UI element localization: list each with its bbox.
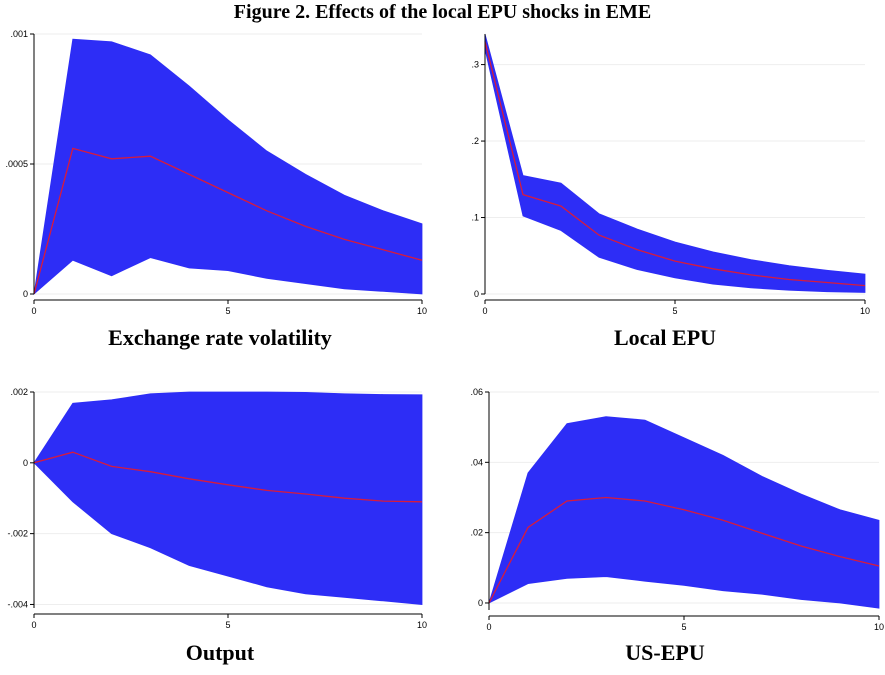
x-tick-label: 0 [486, 622, 491, 632]
chart-plot-us-epu: 0 .02 .04 .06 0 5 10 [470, 387, 884, 632]
y-tick-label: .02 [470, 528, 483, 538]
chart-plot-output: -.004 -.002 0 .002 0 5 10 [7, 387, 427, 630]
chart-plot-local-epu: 0 .1 .2 .3 0 5 10 [471, 33, 870, 316]
y-tick-label: .002 [10, 387, 28, 397]
x-tick-label: 10 [874, 622, 884, 632]
chart-caption: Exchange rate volatility [108, 325, 332, 350]
irf-line [488, 496, 880, 604]
y-tick-label: 0 [23, 289, 28, 299]
confidence-band [488, 416, 880, 609]
y-tick-label: 0 [23, 458, 28, 468]
irf-line [484, 41, 866, 287]
y-tick-label: .1 [471, 213, 479, 223]
y-tick-label: 0 [474, 289, 479, 299]
y-tick-label: -.002 [7, 529, 28, 539]
chart-plot-exchange-rate-volatility: 0 .0005 .001 0 5 10 [5, 29, 427, 316]
x-tick-label: 10 [860, 306, 870, 316]
y-tick-label: -.004 [7, 599, 28, 609]
chart-caption: US-EPU [625, 640, 705, 665]
chart-output: -.004 -.002 0 .002 0 5 10 Output [0, 380, 440, 675]
y-tick-label: .2 [471, 136, 479, 146]
chart-caption: Output [185, 640, 255, 665]
x-tick-label: 5 [672, 306, 677, 316]
confidence-band [33, 391, 423, 605]
figure-title: Figure 2. Effects of the local EPU shock… [233, 1, 652, 23]
irf-line [33, 147, 423, 295]
chart-local-epu: 0 .1 .2 .3 0 5 10 Local EPU [445, 28, 885, 378]
x-tick-label: 5 [681, 622, 686, 632]
x-tick-label: 5 [225, 306, 230, 316]
x-tick-label: 0 [31, 620, 36, 630]
y-tick-label: .04 [470, 457, 483, 467]
chart-us-epu: 0 .02 .04 .06 0 5 10 US-EPU [445, 380, 885, 675]
x-tick-label: 10 [417, 620, 427, 630]
irf-line [33, 451, 423, 503]
x-tick-label: 5 [225, 620, 230, 630]
chart-exchange-rate-volatility: 0 .0005 .001 0 5 10 Exchange rate volatility [0, 28, 440, 378]
y-tick-label: 0 [478, 598, 483, 608]
confidence-band [33, 38, 423, 296]
x-tick-label: 0 [31, 306, 36, 316]
y-tick-label: .06 [470, 387, 483, 397]
x-tick-label: 0 [482, 306, 487, 316]
y-tick-label: .001 [10, 29, 28, 39]
confidence-band [484, 33, 866, 293]
y-tick-label: .0005 [5, 159, 28, 169]
x-tick-label: 10 [417, 306, 427, 316]
y-tick-label: .3 [471, 60, 479, 70]
chart-caption: Local EPU [613, 325, 717, 350]
